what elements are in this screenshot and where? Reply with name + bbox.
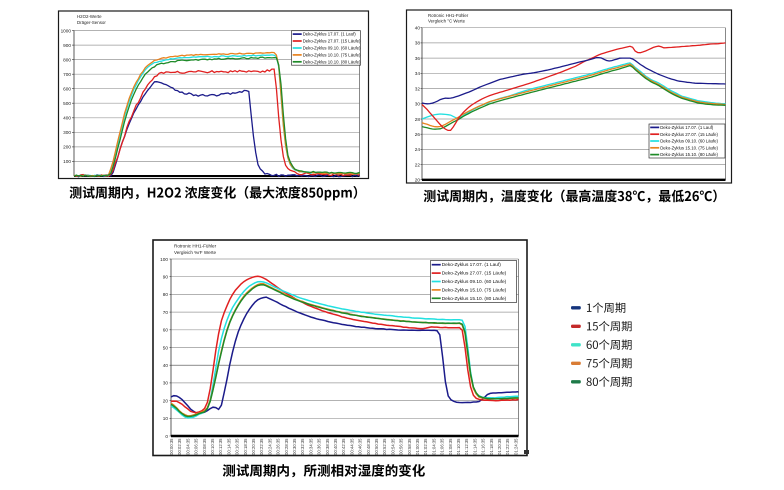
svg-text:00:04:35: 00:04:35 xyxy=(185,438,190,455)
svg-text:00:18:35: 00:18:35 xyxy=(243,438,248,455)
svg-text:30: 30 xyxy=(415,102,421,107)
svg-text:300: 300 xyxy=(63,130,71,135)
svg-text:0: 0 xyxy=(165,434,168,439)
svg-text:01:16:35: 01:16:35 xyxy=(481,438,486,455)
svg-text:Deko-Zyklus 09.10. (60 Läufe): Deko-Zyklus 09.10. (60 Läufe) xyxy=(442,279,507,285)
svg-text:Deko-Zyklus 17.07. (1 Lauf): Deko-Zyklus 17.07. (1 Lauf) xyxy=(660,125,714,130)
svg-text:Deko-Zyklus 09.10. (60 Läufe): Deko-Zyklus 09.10. (60 Läufe) xyxy=(303,46,361,51)
svg-text:Deko-Zyklus 09.10. (60 Läufe): Deko-Zyklus 09.10. (60 Läufe) xyxy=(660,139,718,144)
svg-text:30: 30 xyxy=(163,381,169,386)
svg-text:01:02:35: 01:02:35 xyxy=(423,438,428,455)
svg-text:Deko-Zyklus 15.10. (75 Läufe): Deko-Zyklus 15.10. (75 Läufe) xyxy=(660,145,718,150)
svg-text:00:20:35: 00:20:35 xyxy=(251,438,256,455)
svg-text:00:26:35: 00:26:35 xyxy=(276,438,281,455)
svg-text:34: 34 xyxy=(415,71,421,76)
svg-text:36: 36 xyxy=(415,56,421,61)
svg-text:Vergleich °C Werte: Vergleich °C Werte xyxy=(428,19,466,24)
svg-text:00:22:35: 00:22:35 xyxy=(259,438,264,455)
svg-text:Vergleich %rF Werte: Vergleich %rF Werte xyxy=(174,250,216,255)
svg-text:01:12:35: 01:12:35 xyxy=(464,438,469,455)
svg-text:600: 600 xyxy=(63,87,71,92)
svg-text:00:54:35: 00:54:35 xyxy=(390,438,395,455)
svg-text:700: 700 xyxy=(63,72,71,77)
svg-text:80: 80 xyxy=(163,292,169,297)
svg-text:00:08:35: 00:08:35 xyxy=(202,438,207,455)
svg-text:Deko-Zyklus 15.10. (80 Läufe): Deko-Zyklus 15.10. (80 Läufe) xyxy=(660,152,718,157)
svg-text:00:34:35: 00:34:35 xyxy=(308,438,313,455)
svg-text:01:18:35: 01:18:35 xyxy=(489,438,494,455)
svg-text:00:52:35: 00:52:35 xyxy=(382,438,387,455)
svg-text:Deko-Zyklus 27.07. (15 Läufe): Deko-Zyklus 27.07. (15 Läufe) xyxy=(303,39,361,44)
svg-text:Rotronic HH1-Fühler: Rotronic HH1-Fühler xyxy=(428,13,469,18)
svg-text:100: 100 xyxy=(160,257,168,262)
svg-text:Deko-Zyklus 10.10. (80 Läufe): Deko-Zyklus 10.10. (80 Läufe) xyxy=(303,59,361,64)
svg-text:200: 200 xyxy=(63,145,71,150)
svg-text:400: 400 xyxy=(63,116,71,121)
svg-text:800: 800 xyxy=(63,57,71,62)
svg-text:01:04:35: 01:04:35 xyxy=(431,438,436,455)
svg-text:Deko-Zyklus 27.07. (15 Läufe): Deko-Zyklus 27.07. (15 Läufe) xyxy=(442,271,507,277)
svg-text:01:14:35: 01:14:35 xyxy=(472,438,477,455)
svg-text:00:46:35: 00:46:35 xyxy=(358,438,363,455)
svg-text:00:12:35: 00:12:35 xyxy=(218,438,223,455)
svg-text:01:22:35: 01:22:35 xyxy=(505,438,510,455)
svg-text:Deko-Zyklus 17.07. (1 Lauf): Deko-Zyklus 17.07. (1 Lauf) xyxy=(442,262,502,268)
svg-text:22: 22 xyxy=(415,162,421,167)
svg-text:00:30:35: 00:30:35 xyxy=(292,438,297,455)
svg-text:00:56:35: 00:56:35 xyxy=(399,438,404,455)
svg-text:10: 10 xyxy=(163,416,169,421)
svg-text:00:10:35: 00:10:35 xyxy=(210,438,215,455)
svg-text:00:58:35: 00:58:35 xyxy=(407,438,412,455)
svg-text:Deko-Zyklus 17.07. (1 Lauf): Deko-Zyklus 17.07. (1 Lauf) xyxy=(303,32,357,37)
svg-text:1000: 1000 xyxy=(61,28,72,33)
svg-text:00:36:35: 00:36:35 xyxy=(317,438,322,455)
svg-text:20: 20 xyxy=(415,178,421,183)
svg-text:900: 900 xyxy=(63,43,71,48)
svg-text:00:28:35: 00:28:35 xyxy=(284,438,289,455)
svg-text:00:00:35: 00:00:35 xyxy=(169,438,174,455)
svg-text:00:48:35: 00:48:35 xyxy=(366,438,371,455)
svg-text:26: 26 xyxy=(415,132,421,137)
svg-text:70: 70 xyxy=(163,310,169,315)
svg-text:01:06:35: 01:06:35 xyxy=(440,438,445,455)
svg-text:00:38:35: 00:38:35 xyxy=(325,438,330,455)
svg-text:01:08:35: 01:08:35 xyxy=(448,438,453,455)
svg-text:32: 32 xyxy=(415,86,421,91)
svg-text:Rotronic HH1-Fühler: Rotronic HH1-Fühler xyxy=(174,244,217,249)
svg-text:00:24:35: 00:24:35 xyxy=(267,438,272,455)
svg-text:01:10:35: 01:10:35 xyxy=(456,438,461,455)
svg-text:01:24:35: 01:24:35 xyxy=(513,438,518,455)
svg-text:01:00:35: 01:00:35 xyxy=(415,438,420,455)
svg-text:38: 38 xyxy=(415,41,421,46)
svg-text:H2O2-Werte: H2O2-Werte xyxy=(77,14,102,19)
svg-text:00:42:35: 00:42:35 xyxy=(341,438,346,455)
svg-text:24: 24 xyxy=(415,147,421,152)
svg-text:Deko-Zyklus 27.07. (15 Läufe): Deko-Zyklus 27.07. (15 Läufe) xyxy=(660,132,718,137)
svg-text:00:32:35: 00:32:35 xyxy=(300,438,305,455)
svg-text:100: 100 xyxy=(63,159,71,164)
svg-text:00:16:35: 00:16:35 xyxy=(235,438,240,455)
svg-text:00:06:35: 00:06:35 xyxy=(194,438,199,455)
svg-text:Dräger-Sensor: Dräger-Sensor xyxy=(77,20,106,25)
svg-text:00:02:35: 00:02:35 xyxy=(177,438,182,455)
svg-text:Deko-Zyklus 10.10. (75 Läufe): Deko-Zyklus 10.10. (75 Läufe) xyxy=(303,52,361,57)
svg-text:40: 40 xyxy=(163,363,169,368)
svg-text:00:44:35: 00:44:35 xyxy=(349,438,354,455)
svg-text:60: 60 xyxy=(163,328,169,333)
svg-text:00:14:35: 00:14:35 xyxy=(226,438,231,455)
svg-text:20: 20 xyxy=(163,398,169,403)
svg-text:50: 50 xyxy=(163,345,169,350)
svg-text:500: 500 xyxy=(63,101,71,106)
svg-text:00:40:35: 00:40:35 xyxy=(333,438,338,455)
svg-text:40: 40 xyxy=(415,26,421,31)
svg-text:00:50:35: 00:50:35 xyxy=(374,438,379,455)
svg-text:Deko-Zyklus 15.10. (75 Läufe): Deko-Zyklus 15.10. (75 Läufe) xyxy=(442,287,507,293)
svg-text:28: 28 xyxy=(415,117,421,122)
svg-text:01:20:35: 01:20:35 xyxy=(497,438,502,455)
svg-text:Deko-Zyklus 15.10. (80 Läufe): Deko-Zyklus 15.10. (80 Läufe) xyxy=(442,296,507,302)
svg-text:90: 90 xyxy=(163,275,169,280)
